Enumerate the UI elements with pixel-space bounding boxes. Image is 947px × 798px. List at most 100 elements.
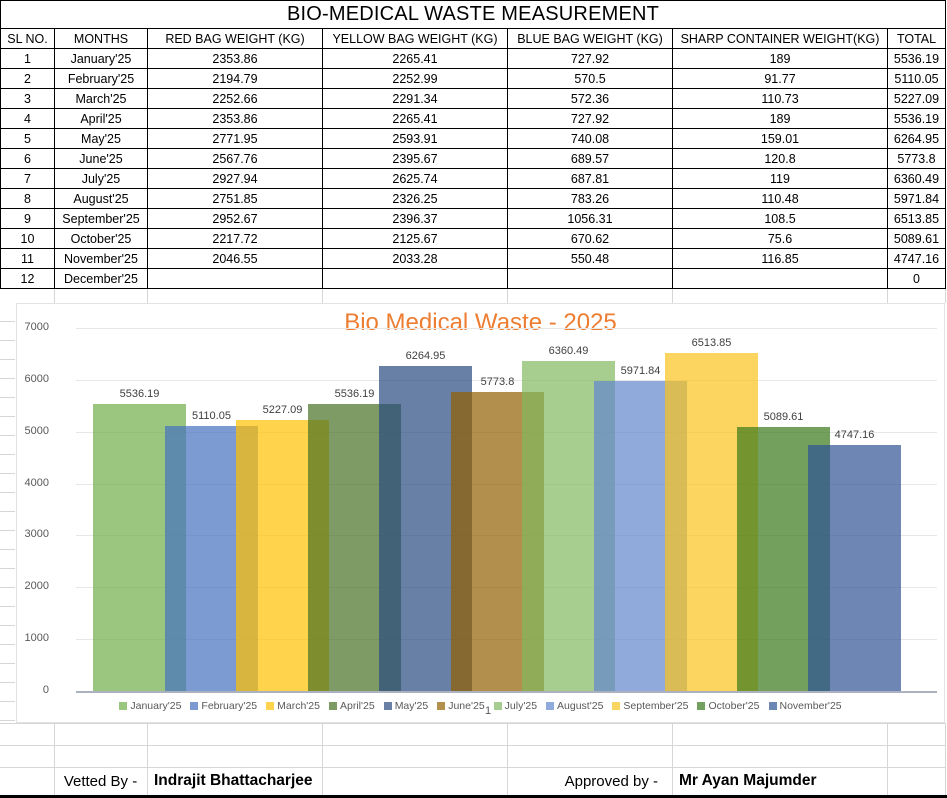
table-cell[interactable]: 740.08 [507,128,673,149]
table-cell[interactable]: April'25 [54,108,148,129]
table-cell[interactable]: 12 [0,268,55,289]
table-cell[interactable]: January'25 [54,48,148,69]
col-header-sharp[interactable]: SHARP CONTAINER WEIGHT(KG) [672,28,888,49]
table-cell[interactable] [672,268,888,289]
chart-area[interactable]: Bio Medical Waste - 2025 January'25 Febru… [16,303,945,723]
table-cell[interactable] [507,268,673,289]
table-cell[interactable]: 1056.31 [507,208,673,229]
legend-item[interactable]: September'25 [612,700,688,712]
table-cell[interactable]: June'25 [54,148,148,169]
legend-item[interactable]: April'25 [328,700,375,712]
table-cell[interactable]: 4747.16 [886,248,947,269]
table-cell[interactable]: 75.6 [672,228,888,249]
table-cell[interactable]: July'25 [54,168,148,189]
col-header-blue[interactable]: BLUE BAG WEIGHT (KG) [507,28,673,49]
table-cell[interactable]: 2751.85 [147,188,323,209]
table-cell[interactable]: 5773.8 [886,148,947,169]
table-cell[interactable]: October'25 [54,228,148,249]
table-cell[interactable]: 2265.41 [322,48,508,69]
table-cell[interactable] [147,268,323,289]
legend-item[interactable]: May'25 [383,700,428,712]
table-cell[interactable]: 670.62 [507,228,673,249]
table-cell[interactable]: 10 [0,228,55,249]
table-cell[interactable]: 2252.66 [147,88,323,109]
table-cell[interactable]: 5536.19 [886,108,947,129]
table-cell[interactable]: 2265.41 [322,108,508,129]
table-cell[interactable]: 119 [672,168,888,189]
table-cell[interactable]: 110.73 [672,88,888,109]
table-cell[interactable]: 689.57 [507,148,673,169]
table-cell[interactable]: 5227.09 [886,88,947,109]
table-cell[interactable]: 7 [0,168,55,189]
table-cell[interactable]: 116.85 [672,248,888,269]
table-cell[interactable]: 2 [0,68,55,89]
table-cell[interactable]: 2326.25 [322,188,508,209]
table-cell[interactable]: 2771.95 [147,128,323,149]
table-cell[interactable]: 2952.67 [147,208,323,229]
table-cell[interactable]: 108.5 [672,208,888,229]
table-cell[interactable]: 5110.05 [886,68,947,89]
table-cell[interactable]: 9 [0,208,55,229]
table-cell[interactable]: 2395.67 [322,148,508,169]
legend-item[interactable]: February'25 [190,700,257,712]
table-cell[interactable]: 5 [0,128,55,149]
table-cell[interactable]: 4 [0,108,55,129]
table-cell[interactable]: 2125.67 [322,228,508,249]
table-cell[interactable]: February'25 [54,68,148,89]
table-cell[interactable]: 5536.19 [886,48,947,69]
table-cell[interactable]: 2353.86 [147,48,323,69]
table-cell[interactable]: 189 [672,48,888,69]
table-cell[interactable]: September'25 [54,208,148,229]
table-cell[interactable]: 2291.34 [322,88,508,109]
legend-item[interactable]: November'25 [768,700,842,712]
table-cell[interactable]: 550.48 [507,248,673,269]
table-cell[interactable]: 2567.76 [147,148,323,169]
table-cell[interactable]: 570.5 [507,68,673,89]
table-cell[interactable]: 11 [0,248,55,269]
table-cell[interactable] [322,268,508,289]
table-cell[interactable]: 5971.84 [886,188,947,209]
table-cell[interactable]: 2252.99 [322,68,508,89]
table-cell[interactable]: 727.92 [507,48,673,69]
legend-item[interactable]: August'25 [546,700,603,712]
table-cell[interactable]: 727.92 [507,108,673,129]
table-cell[interactable]: 8 [0,188,55,209]
table-cell[interactable]: November'25 [54,248,148,269]
table-cell[interactable]: 783.26 [507,188,673,209]
table-cell[interactable]: 189 [672,108,888,129]
table-cell[interactable]: August'25 [54,188,148,209]
col-header-yellow[interactable]: YELLOW BAG WEIGHT (KG) [322,28,508,49]
col-header-slno[interactable]: SL NO. [0,28,55,49]
col-header-red[interactable]: RED BAG WEIGHT (KG) [147,28,323,49]
table-cell[interactable]: 687.81 [507,168,673,189]
table-cell[interactable]: 120.8 [672,148,888,169]
table-cell[interactable]: 1 [0,48,55,69]
table-cell[interactable]: 5089.61 [886,228,947,249]
table-cell[interactable]: 2593.91 [322,128,508,149]
table-cell[interactable]: 91.77 [672,68,888,89]
legend-item[interactable]: March'25 [266,700,320,712]
table-cell[interactable]: 3 [0,88,55,109]
bar-November25[interactable] [808,445,901,691]
table-cell[interactable]: 2353.86 [147,108,323,129]
table-cell[interactable]: 2046.55 [147,248,323,269]
legend-item[interactable]: June'25 [437,700,485,712]
table-cell[interactable]: 2217.72 [147,228,323,249]
table-cell[interactable]: 2625.74 [322,168,508,189]
table-cell[interactable]: 110.48 [672,188,888,209]
table-cell[interactable]: 572.36 [507,88,673,109]
table-cell[interactable]: 159.01 [672,128,888,149]
table-cell[interactable]: 2033.28 [322,248,508,269]
table-cell[interactable]: 2194.79 [147,68,323,89]
table-cell[interactable]: 2396.37 [322,208,508,229]
table-cell[interactable]: May'25 [54,128,148,149]
table-cell[interactable]: 2927.94 [147,168,323,189]
table-cell[interactable]: 6264.95 [886,128,947,149]
table-cell[interactable]: 6513.85 [886,208,947,229]
legend-item[interactable]: July'25 [493,700,537,712]
table-cell[interactable]: 6360.49 [886,168,947,189]
table-cell[interactable]: 0 [886,268,947,289]
legend-item[interactable]: October'25 [697,700,760,712]
col-header-months[interactable]: MONTHS [54,28,148,49]
col-header-total[interactable]: TOTAL [886,28,947,49]
